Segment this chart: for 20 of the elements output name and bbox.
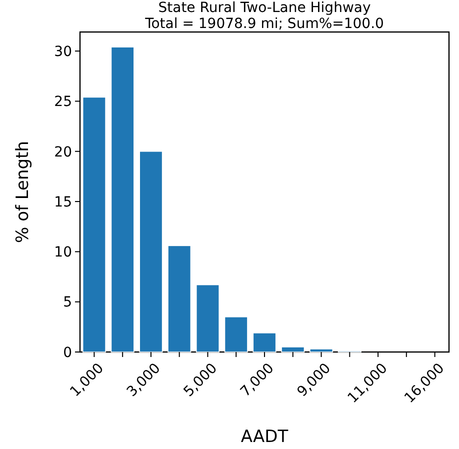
y-axis-title: % of Length [13, 141, 33, 243]
bar [224, 316, 248, 352]
y-tick-label: 30 [54, 44, 72, 60]
bar [196, 284, 220, 352]
x-axis-title: AADT [240, 427, 289, 447]
y-tick-label: 25 [54, 94, 72, 110]
bar [168, 245, 192, 352]
y-tick-label: 20 [54, 144, 72, 160]
bar [310, 348, 334, 352]
chart-subtitle: Total = 19078.9 mi; Sum%=100.0 [144, 16, 384, 32]
bar [139, 150, 163, 352]
bar [252, 332, 276, 352]
y-tick-label: 10 [54, 244, 72, 261]
bar [281, 346, 305, 352]
y-tick-label: 5 [63, 294, 72, 311]
y-tick-label: 15 [54, 194, 72, 210]
bar [110, 46, 134, 352]
bar [82, 96, 106, 352]
chart-title: State Rural Two-Lane Highway [158, 0, 371, 16]
y-tick-label: 0 [63, 344, 72, 361]
